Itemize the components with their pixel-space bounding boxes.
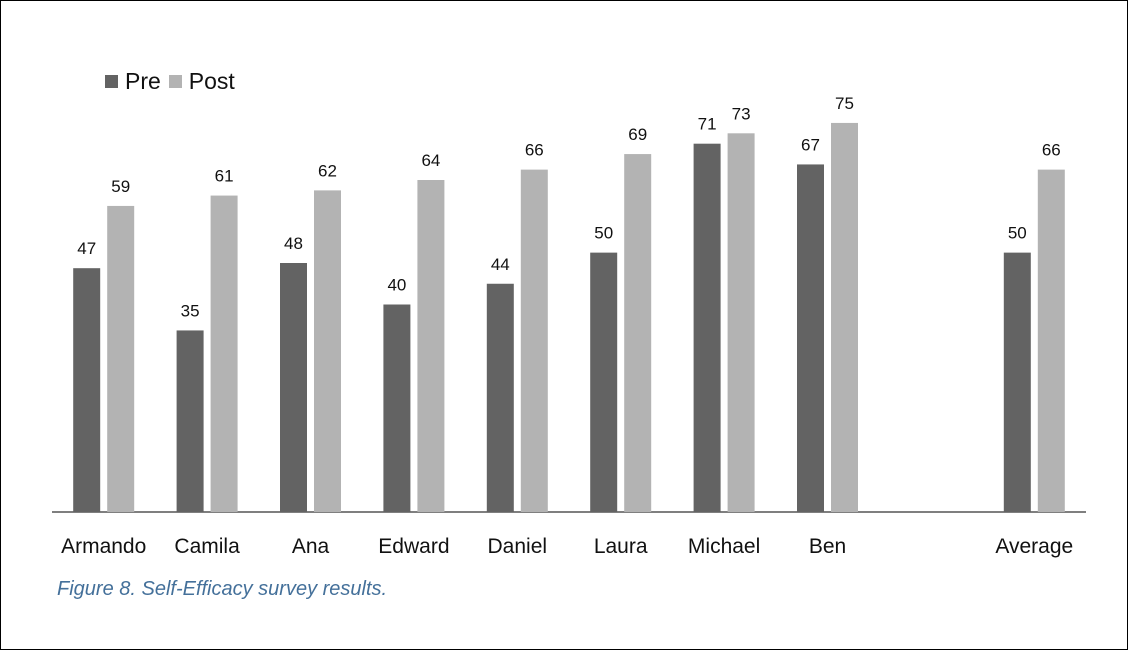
data-label-post: 62: [318, 161, 337, 180]
x-tick-label: Armando: [61, 535, 146, 558]
x-tick-label: Daniel: [488, 535, 548, 558]
legend: Pre Post: [105, 68, 235, 95]
bar-post: [831, 122, 858, 512]
data-label-post: 73: [732, 104, 751, 123]
data-label-post: 75: [835, 94, 854, 113]
data-label-post: 59: [111, 177, 130, 196]
bar-post: [314, 190, 341, 512]
bar-pre: [383, 304, 411, 512]
legend-label-post: Post: [188, 68, 235, 94]
legend-swatch-post: [168, 75, 182, 88]
bar-pre: [797, 164, 824, 512]
data-label-pre: 44: [491, 255, 510, 274]
x-tick-label: Michael: [688, 535, 760, 558]
data-label-post: 66: [525, 141, 544, 160]
data-label-pre: 71: [698, 115, 717, 134]
bar-pre: [176, 330, 204, 512]
data-label-pre: 48: [284, 234, 303, 253]
bar-pre: [590, 252, 618, 512]
bar-pre: [1003, 252, 1031, 512]
legend-item-post: Post: [168, 68, 235, 95]
x-tick-label: Ben: [809, 535, 846, 558]
legend-label-pre: Pre: [125, 68, 161, 94]
data-label-pre: 47: [77, 239, 96, 258]
data-label-post: 61: [215, 167, 234, 186]
data-label-pre: 35: [181, 301, 200, 320]
x-tick-label: Edward: [378, 535, 449, 558]
x-tick-label: Camila: [174, 535, 240, 558]
bar-post: [624, 154, 652, 512]
bar-post: [727, 133, 755, 512]
data-label-post: 66: [1042, 141, 1061, 160]
legend-item-pre: Pre: [105, 68, 161, 95]
bar-pre: [693, 143, 721, 512]
x-tick-label: Average: [995, 535, 1073, 558]
bar-post: [210, 195, 238, 512]
bar-pre: [280, 263, 307, 512]
bar-post: [107, 205, 135, 512]
data-label-pre: 67: [801, 135, 820, 154]
legend-swatch-pre: [105, 75, 118, 88]
x-tick-label: Laura: [594, 535, 648, 558]
data-label-pre: 40: [387, 276, 406, 295]
figure-caption: Figure 8. Self-Efficacy survey results.: [57, 578, 388, 600]
data-label-pre: 50: [1008, 224, 1027, 243]
bar-pre: [73, 268, 101, 512]
data-label-pre: 50: [594, 224, 613, 243]
bar-post: [520, 169, 548, 512]
data-label-post: 69: [628, 125, 647, 144]
bar-pre: [486, 283, 514, 512]
x-tick-label: Ana: [292, 535, 330, 558]
bar-post: [417, 180, 445, 512]
bar-post: [1037, 169, 1065, 512]
data-label-post: 64: [421, 151, 440, 170]
